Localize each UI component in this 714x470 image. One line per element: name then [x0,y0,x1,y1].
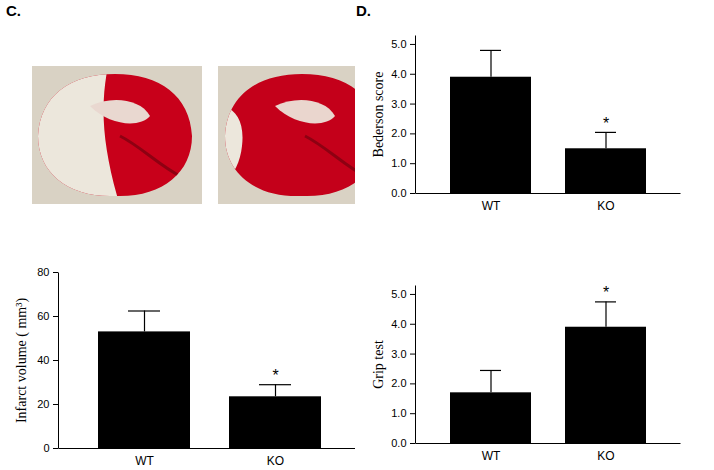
svg-text:*: * [272,367,278,384]
svg-text:60: 60 [37,310,49,322]
svg-text:0.0: 0.0 [391,437,406,449]
svg-text:2.0: 2.0 [391,377,406,389]
svg-text:*: * [603,284,609,301]
svg-text:20: 20 [37,398,49,410]
svg-text:80: 80 [37,266,49,278]
svg-text:Bederson score: Bederson score [371,72,386,158]
svg-text:3.0: 3.0 [391,348,406,360]
svg-text:4.0: 4.0 [391,318,406,330]
svg-text:*: * [603,115,609,132]
svg-text:5.0: 5.0 [391,38,406,50]
svg-text:WT: WT [482,449,501,463]
svg-text:KO: KO [597,449,614,463]
svg-text:Grip test: Grip test [371,340,386,389]
svg-text:40: 40 [37,354,49,366]
svg-text:Infarct volume ( mm³): Infarct volume ( mm³) [14,298,30,423]
svg-text:WT: WT [482,199,501,213]
svg-text:3.0: 3.0 [391,98,406,110]
html-text:D.: D. [356,2,371,19]
svg-text:2.0: 2.0 [391,127,406,139]
html-text:C.: C. [6,2,21,19]
svg-text:1.0: 1.0 [391,407,406,419]
svg-text:KO: KO [597,199,614,213]
svg-text:WT: WT [135,454,154,468]
svg-text:1.0: 1.0 [391,157,406,169]
svg-text:0: 0 [43,442,49,454]
svg-text:0.0: 0.0 [391,187,406,199]
svg-text:KO: KO [267,454,284,468]
svg-text:5.0: 5.0 [391,288,406,300]
svg-text:4.0: 4.0 [391,68,406,80]
